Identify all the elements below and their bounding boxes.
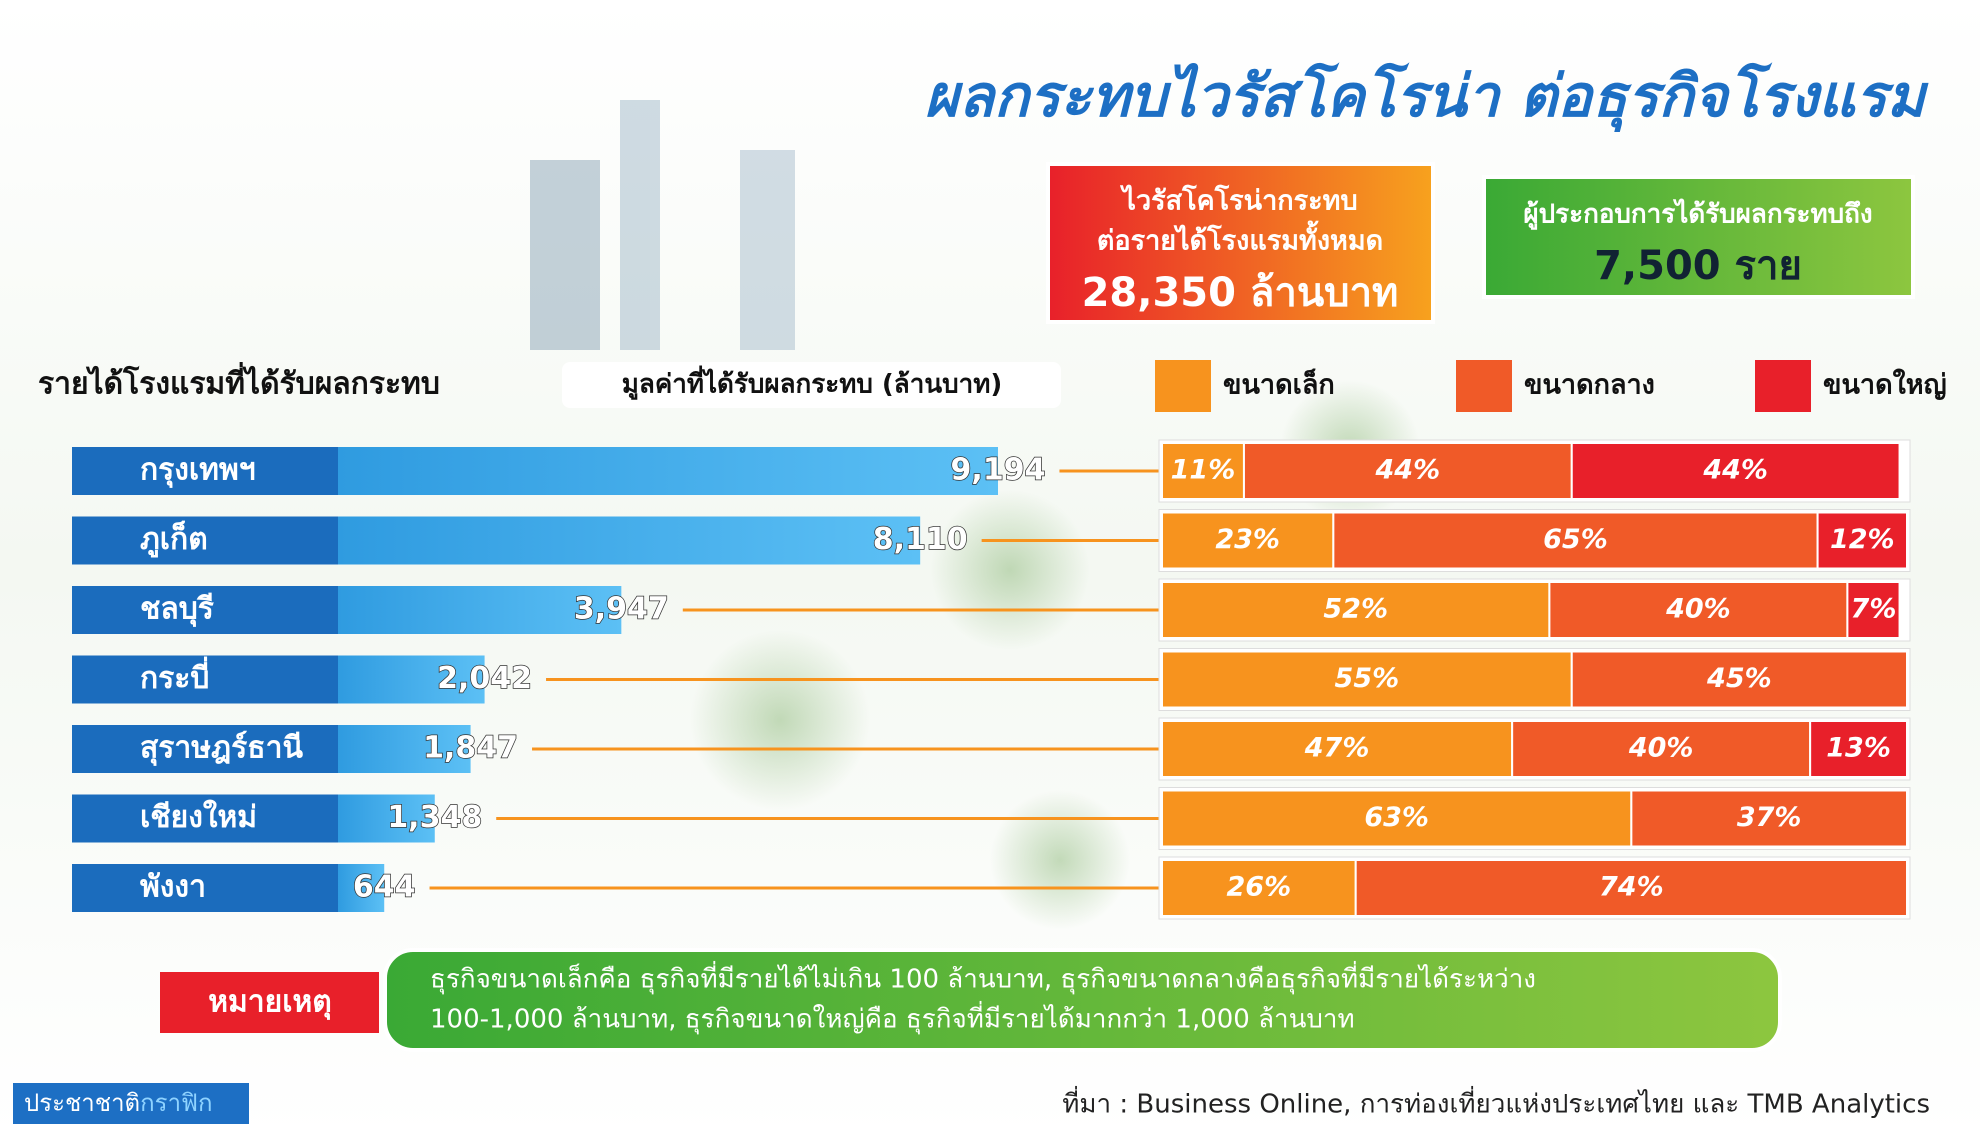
category-box <box>72 447 338 495</box>
segment-label: 47% <box>1304 733 1370 764</box>
impact-box <box>1046 162 1435 324</box>
segment-label: 52% <box>1323 594 1388 625</box>
segment <box>1161 511 1335 570</box>
value-title-box <box>562 362 1061 408</box>
decoration <box>690 630 870 810</box>
segment <box>1354 859 1908 917</box>
source: ที่มา : Business Online, การท่องเที่ยวแห… <box>1062 1086 1930 1120</box>
segment <box>1846 581 1901 639</box>
segment <box>1816 511 1908 570</box>
category-box <box>72 794 338 843</box>
legend-label: ขนาดใหญ่ <box>1823 369 1947 401</box>
segment-label: 26% <box>1227 872 1292 903</box>
value-title: มูลค่าที่ได้รับผลกระทบ (ล้านบาท) <box>622 365 1002 401</box>
legend-swatch <box>1155 360 1211 412</box>
segment-label: 40% <box>1628 733 1694 764</box>
impact-text: ไวรัสโคโรน่ากระทบ <box>1119 184 1357 217</box>
segment <box>1161 442 1245 500</box>
legend-label: ขนาดกลาง <box>1524 370 1655 401</box>
category-label: สุราษฎร์ธานี <box>140 731 303 767</box>
segment <box>1161 789 1633 848</box>
operators-amount: 7,500 ราย <box>1594 243 1802 289</box>
segment-label: 13% <box>1826 733 1891 764</box>
value-label: 2,042 <box>437 661 532 696</box>
brand-box <box>13 1083 249 1124</box>
category-label: เชียงใหม่ <box>140 799 257 835</box>
segment <box>1242 442 1573 500</box>
segment-label: 65% <box>1543 524 1608 555</box>
segment-label: 45% <box>1706 663 1772 694</box>
category-box <box>72 864 338 912</box>
building <box>740 150 795 350</box>
segment <box>1161 720 1514 778</box>
bar <box>338 794 435 843</box>
segment <box>1570 650 1908 709</box>
segment <box>1161 859 1357 917</box>
segment <box>1548 581 1849 639</box>
value-label: 1,348 <box>387 800 482 835</box>
category-box <box>72 516 338 565</box>
segment <box>1630 789 1908 848</box>
category-box <box>72 586 338 634</box>
legend-swatch <box>1456 360 1512 412</box>
note-text: ธุรกิจขนาดเล็กคือ ธุรกิจที่มีรายได้ไม่เก… <box>430 961 1536 995</box>
brand: ประชาชาติกราฟิก <box>24 1089 213 1117</box>
legend-swatch <box>1755 360 1811 412</box>
bar <box>338 516 921 565</box>
building <box>620 100 660 350</box>
note-box <box>383 948 1782 1052</box>
note-label-box <box>160 972 379 1033</box>
operators-text: ผู้ประกอบการได้รับผลกระทบถึง <box>1523 198 1872 231</box>
segment-label: 44% <box>1375 455 1441 486</box>
impact-text: ต่อรายได้โรงแรมทั้งหมด <box>1097 220 1383 257</box>
bar <box>338 655 485 704</box>
segment-label: 44% <box>1702 455 1768 486</box>
segment-label: 7% <box>1851 594 1897 625</box>
operators-box <box>1482 175 1915 299</box>
note-label: หมายเหตุ <box>208 985 332 1021</box>
brand-part: กราฟิก <box>140 1089 212 1117</box>
segment-label: 11% <box>1171 455 1236 486</box>
segment <box>1332 511 1819 570</box>
bar <box>338 586 622 634</box>
segment <box>1809 720 1909 778</box>
category-label: ชลบุรี <box>140 592 214 628</box>
impact-amount: 28,350 ล้านบาท <box>1082 270 1399 316</box>
legend-label: ขนาดเล็ก <box>1223 367 1335 401</box>
brand-part: ประชาชาติ <box>24 1089 140 1117</box>
segment-label: 40% <box>1665 594 1731 625</box>
segment-label: 37% <box>1737 802 1802 833</box>
category-box <box>72 655 338 704</box>
segment-label: 74% <box>1599 872 1664 903</box>
decoration <box>930 490 1090 650</box>
category-box <box>72 725 338 773</box>
segment-label: 23% <box>1215 524 1280 555</box>
value-label: 1,847 <box>423 731 518 766</box>
bar <box>338 447 998 495</box>
category-label: กรุงเทพฯ <box>140 453 256 489</box>
bar-title: รายได้โรงแรมที่ได้รับผลกระทบ <box>38 362 440 402</box>
segment-label: 63% <box>1364 802 1429 833</box>
segment-label: 12% <box>1830 524 1895 555</box>
segment <box>1570 442 1901 500</box>
bar <box>338 864 385 912</box>
note-text: 100-1,000 ล้านบาท, ธุรกิจขนาดใหญ่คือ ธุร… <box>430 1001 1355 1035</box>
bar <box>338 725 471 773</box>
category-label: กระบี่ <box>140 656 209 696</box>
building <box>530 160 600 350</box>
segment <box>1511 720 1812 778</box>
title: ผลกระทบไวรัสโคโรน่า ต่อธุรกิจโรงแรม <box>925 62 1929 133</box>
segment-label: 55% <box>1335 663 1400 694</box>
value-label: 8,110 <box>873 522 968 557</box>
category-label: ภูเก็ต <box>140 520 208 558</box>
value-label: 9,194 <box>951 453 1046 488</box>
decoration <box>990 790 1130 930</box>
value-label: 3,947 <box>574 592 669 627</box>
value-label: 644 <box>353 870 416 905</box>
category-label: พังงา <box>140 870 206 905</box>
